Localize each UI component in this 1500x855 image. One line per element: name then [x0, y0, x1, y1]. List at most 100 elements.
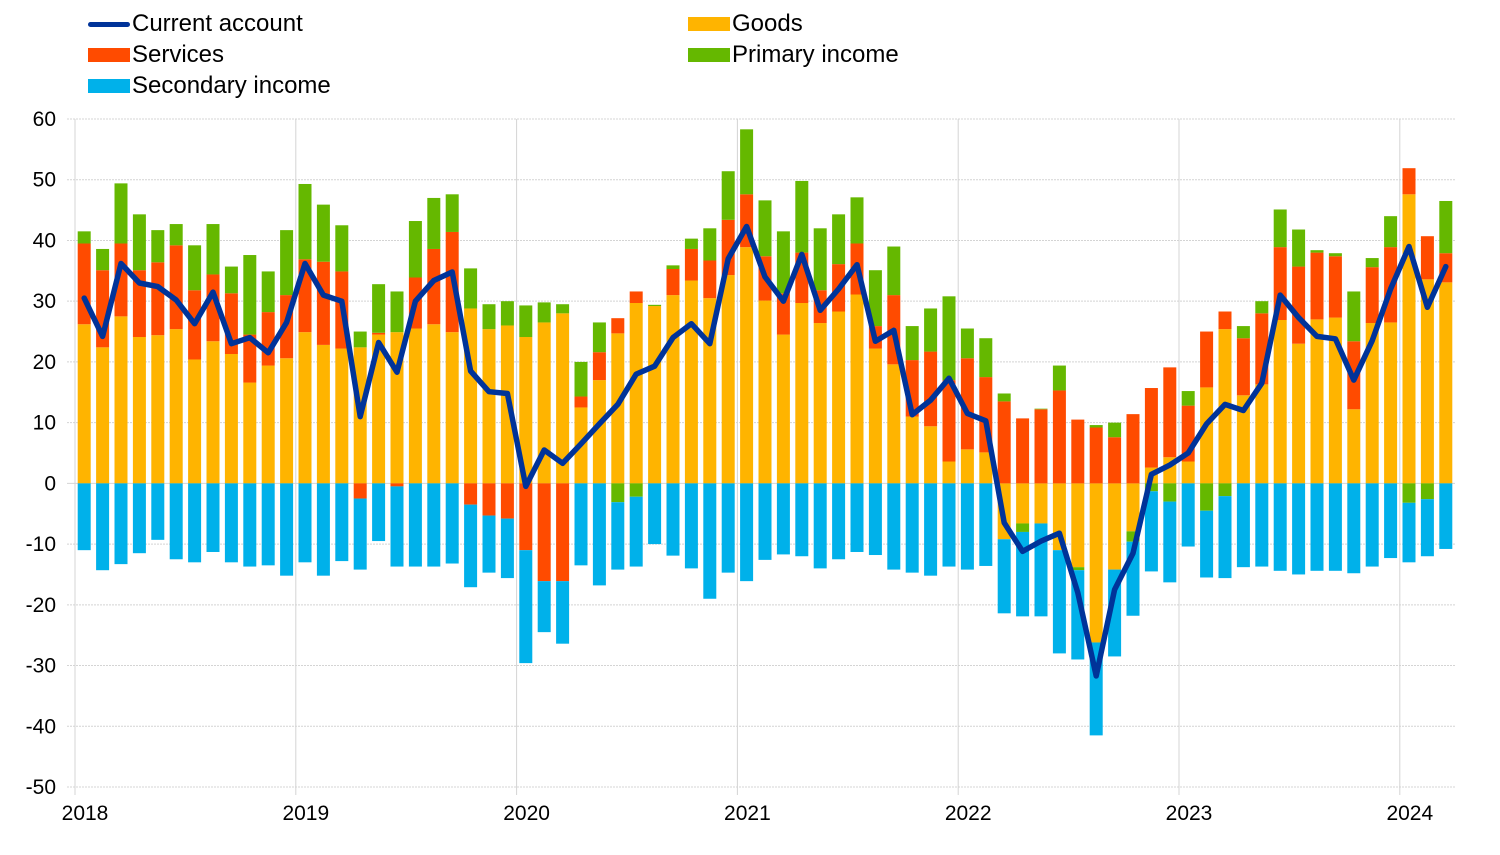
y-tick-label: -10: [26, 533, 56, 556]
x-tick-label: 2022: [945, 802, 992, 825]
bar-primary-income: [353, 331, 367, 348]
bar-primary-income: [132, 214, 146, 271]
bar-primary-income: [1071, 567, 1085, 571]
bar-goods: [132, 337, 146, 484]
bar-services: [776, 293, 790, 335]
bar-goods: [684, 280, 698, 484]
bar-services: [132, 270, 146, 338]
bar-primary-income: [482, 304, 496, 330]
y-tick-label: 20: [33, 351, 56, 374]
bar-secondary-income: [1181, 483, 1195, 547]
bar-goods: [280, 358, 294, 484]
bar-primary-income: [427, 197, 441, 249]
bar-goods: [850, 294, 864, 484]
bar-primary-income: [795, 180, 809, 253]
bar-secondary-income: [684, 483, 698, 569]
bar-services: [114, 243, 128, 317]
bar-secondary-income: [1218, 496, 1232, 579]
legend-label-primary-income: Primary income: [732, 41, 899, 68]
bar-services: [703, 260, 717, 299]
legend-swatch-services: [88, 48, 130, 62]
bar-services: [353, 483, 367, 499]
bar-secondary-income: [132, 483, 146, 554]
bar-services: [1328, 256, 1342, 318]
bar-services: [537, 483, 551, 582]
legend-label-current-account: Current account: [132, 10, 303, 37]
bar-secondary-income: [703, 483, 717, 599]
y-tick-label: -30: [26, 655, 56, 678]
bar-services: [261, 312, 275, 366]
bar-services: [611, 318, 625, 334]
bar-services: [1292, 266, 1306, 344]
bar-secondary-income: [758, 483, 772, 560]
bar-primary-income: [1310, 250, 1324, 253]
bar-goods: [556, 313, 570, 484]
x-tick-label: 2021: [724, 802, 771, 825]
bar-goods: [1089, 483, 1103, 643]
bar-services: [666, 268, 680, 296]
bar-secondary-income: [151, 483, 165, 540]
bar-services: [1163, 367, 1177, 458]
bar-primary-income: [684, 238, 698, 249]
y-tick-label: 40: [33, 229, 56, 252]
bar-secondary-income: [721, 483, 735, 573]
x-tick-label: 2020: [503, 802, 550, 825]
bar-primary-income: [905, 326, 919, 361]
bar-secondary-income: [740, 483, 754, 582]
bar-secondary-income: [114, 483, 128, 565]
bar-secondary-income: [868, 483, 882, 556]
bar-primary-income: [188, 245, 202, 291]
bar-primary-income: [1126, 531, 1140, 542]
bar-secondary-income: [592, 483, 606, 586]
bar-secondary-income: [316, 483, 330, 576]
bar-goods: [868, 348, 882, 484]
bar-goods: [114, 316, 128, 484]
bar-primary-income: [169, 224, 183, 246]
bar-services: [1420, 236, 1434, 280]
bar-secondary-income: [832, 483, 846, 560]
bar-goods: [592, 380, 606, 484]
bar-goods: [261, 365, 275, 484]
bar-goods: [776, 334, 790, 484]
legend-item-primary-income: Primary income: [688, 41, 899, 69]
bar-secondary-income: [427, 483, 441, 567]
bar-goods: [427, 324, 441, 484]
legend-item-current-account: Current account: [88, 10, 303, 38]
bar-secondary-income: [611, 502, 625, 570]
bar-services: [519, 483, 533, 551]
bar-services: [684, 248, 698, 281]
bar-primary-income: [924, 308, 938, 352]
bar-goods: [169, 329, 183, 484]
bar-services: [243, 334, 257, 383]
bar-secondary-income: [1402, 502, 1416, 563]
bar-primary-income: [721, 171, 735, 220]
bar-goods: [629, 303, 643, 484]
legend-item-secondary-income: Secondary income: [88, 72, 331, 100]
bar-goods: [537, 322, 551, 484]
bar-services: [482, 483, 496, 516]
bar-goods: [1016, 483, 1030, 524]
bar-services: [1052, 390, 1066, 484]
bar-primary-income: [1365, 258, 1379, 268]
bar-goods: [1420, 279, 1434, 484]
bar-primary-income: [1016, 523, 1030, 532]
bar-secondary-income: [243, 483, 257, 567]
bar-secondary-income: [169, 483, 183, 560]
bar-secondary-income: [280, 483, 294, 576]
bar-goods: [96, 347, 110, 484]
bar-goods: [1236, 395, 1250, 484]
bar-goods: [1034, 483, 1048, 524]
bar-secondary-income: [574, 483, 588, 566]
bar-secondary-income: [298, 483, 312, 563]
bar-primary-income: [1089, 425, 1103, 428]
bar-secondary-income: [224, 483, 238, 563]
bar-primary-income: [611, 483, 625, 503]
bar-goods: [1292, 343, 1306, 484]
bar-secondary-income: [1292, 483, 1306, 575]
bar-primary-income: [776, 231, 790, 294]
bar-primary-income: [979, 338, 993, 378]
bar-secondary-income: [188, 483, 202, 563]
bar-goods: [1402, 194, 1416, 484]
bar-services: [1200, 331, 1214, 388]
bar-primary-income: [298, 183, 312, 260]
